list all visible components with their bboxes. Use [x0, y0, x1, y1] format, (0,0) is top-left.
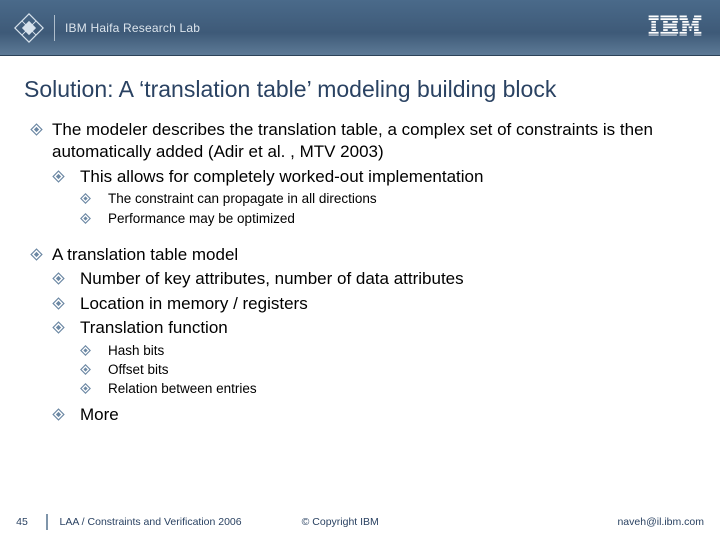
bullet-text: Relation between entries [108, 381, 257, 396]
footer-divider [46, 514, 48, 530]
diamond-bullet-icon [52, 408, 65, 421]
footer-copyright: © Copyright IBM [242, 516, 618, 528]
bullet-text: Offset bits [108, 362, 169, 377]
header-logo-icon [14, 13, 44, 43]
footer-left-text: LAA / Constraints and Verification 2006 [60, 516, 242, 528]
list-item: More [52, 404, 696, 426]
footer-email: naveh@il.ibm.com [617, 516, 704, 528]
diamond-bullet-icon [80, 345, 91, 356]
header-divider [54, 15, 55, 41]
diamond-bullet-icon [80, 364, 91, 375]
diamond-bullet-icon [52, 272, 65, 285]
list-item: A translation table model Number of key … [30, 244, 696, 427]
bullet-text: A translation table model [52, 245, 238, 264]
list-item: Relation between entries [80, 380, 696, 398]
list-item: Number of key attributes, number of data… [52, 268, 696, 290]
slide: IBM Haifa Research Lab [0, 0, 720, 540]
list-item: Location in memory / registers [52, 293, 696, 315]
bullet-text: This allows for completely worked-out im… [80, 167, 483, 186]
list-item: This allows for completely worked-out im… [52, 166, 696, 228]
diamond-bullet-icon [30, 248, 43, 261]
list-item: Translation function Hash bits Offset bi… [52, 317, 696, 398]
header-lab-name: IBM Haifa Research Lab [65, 21, 200, 35]
spacer [30, 232, 696, 240]
bullet-text: Translation function [80, 318, 228, 337]
slide-body: Solution: A ‘translation table’ modeling… [0, 56, 720, 504]
diamond-bullet-icon [52, 321, 65, 334]
diamond-bullet-icon [80, 213, 91, 224]
bullet-text: Hash bits [108, 343, 164, 358]
bullet-list: The modeler describes the translation ta… [24, 119, 696, 427]
list-item: The modeler describes the translation ta… [30, 119, 696, 228]
diamond-bullet-icon [30, 123, 43, 136]
diamond-bullet-icon [80, 383, 91, 394]
header-bar: IBM Haifa Research Lab [0, 0, 720, 56]
bullet-text: The constraint can propagate in all dire… [108, 191, 377, 206]
bullet-text: Location in memory / registers [80, 294, 308, 313]
diamond-bullet-icon [52, 170, 65, 183]
list-item: Offset bits [80, 361, 696, 379]
ibm-logo-icon [648, 15, 702, 40]
list-item: Performance may be optimized [80, 210, 696, 228]
footer-bar: 45 LAA / Constraints and Verification 20… [0, 504, 720, 540]
list-item: The constraint can propagate in all dire… [80, 190, 696, 208]
diamond-bullet-icon [52, 297, 65, 310]
bullet-text: The modeler describes the translation ta… [52, 120, 653, 161]
bullet-text: More [80, 405, 119, 424]
diamond-bullet-icon [80, 193, 91, 204]
slide-title: Solution: A ‘translation table’ modeling… [24, 76, 696, 103]
list-item: Hash bits [80, 342, 696, 360]
page-number: 45 [10, 516, 34, 528]
bullet-text: Performance may be optimized [108, 211, 295, 226]
bullet-text: Number of key attributes, number of data… [80, 269, 464, 288]
